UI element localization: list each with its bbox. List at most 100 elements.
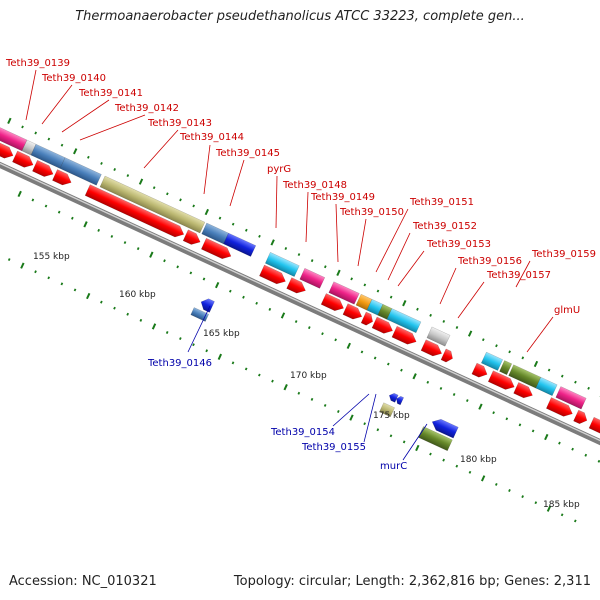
gene-block[interactable] bbox=[32, 159, 54, 177]
scale-tick bbox=[478, 403, 483, 410]
gene-block[interactable] bbox=[299, 267, 326, 289]
gene-block[interactable] bbox=[99, 175, 206, 234]
gene-block[interactable] bbox=[391, 325, 417, 345]
scale-tick bbox=[429, 452, 432, 456]
gene-label[interactable]: glmU bbox=[554, 305, 580, 316]
gene-label[interactable]: Teth39_0150 bbox=[339, 207, 404, 218]
scale-tick bbox=[214, 281, 220, 289]
gene-block[interactable] bbox=[52, 169, 72, 186]
gene-block[interactable] bbox=[573, 409, 588, 424]
leader-line bbox=[457, 281, 485, 319]
gene-label[interactable]: Teth39_0148 bbox=[282, 180, 347, 191]
scale-tick bbox=[34, 270, 37, 274]
gene-block[interactable] bbox=[513, 382, 533, 399]
leader-line bbox=[229, 159, 245, 207]
leader-line bbox=[397, 250, 425, 287]
scale-ticks bbox=[7, 117, 600, 523]
gene-label[interactable]: Teth39_0153 bbox=[426, 239, 491, 250]
scale-tick bbox=[271, 379, 274, 383]
gene-block[interactable] bbox=[59, 157, 102, 186]
scale-tick bbox=[297, 391, 301, 395]
gene-block[interactable] bbox=[545, 397, 573, 417]
scale-tick bbox=[310, 259, 314, 263]
gene-block[interactable] bbox=[499, 360, 513, 376]
gene-block[interactable] bbox=[480, 351, 504, 371]
scale-tick bbox=[376, 428, 380, 432]
gene-block[interactable] bbox=[286, 277, 306, 294]
gene-block[interactable] bbox=[320, 293, 344, 311]
gene-block[interactable] bbox=[360, 311, 373, 326]
gene-block[interactable] bbox=[588, 416, 600, 436]
gene-block[interactable] bbox=[417, 426, 453, 452]
gene-block[interactable] bbox=[431, 419, 459, 439]
gene-label[interactable]: Teth39_0159 bbox=[531, 249, 596, 260]
gene-block[interactable] bbox=[379, 402, 395, 418]
scale-tick bbox=[558, 441, 561, 445]
gene-block[interactable] bbox=[426, 326, 451, 347]
gene-block[interactable] bbox=[420, 339, 443, 357]
gene-label[interactable]: murC bbox=[380, 461, 407, 472]
leader-line bbox=[305, 191, 309, 243]
scale-tick bbox=[268, 307, 272, 311]
gene-block[interactable] bbox=[182, 229, 201, 245]
gene-label[interactable]: Teth39_0155 bbox=[301, 442, 366, 453]
gene-label[interactable]: Teth39_0139 bbox=[5, 58, 70, 69]
scale-tick bbox=[376, 289, 380, 293]
gene-block[interactable] bbox=[200, 298, 215, 313]
gene-label[interactable]: Teth39_0143 bbox=[147, 118, 212, 129]
gene-block[interactable] bbox=[535, 376, 558, 397]
gene-block[interactable] bbox=[471, 362, 488, 378]
gene-label[interactable]: Teth39_0152 bbox=[412, 221, 477, 232]
gene-block[interactable] bbox=[396, 395, 405, 406]
scale-tick bbox=[231, 222, 235, 226]
scale-tick bbox=[60, 143, 64, 147]
scale-tick bbox=[321, 332, 324, 336]
scale-label: 175 kbp bbox=[373, 411, 410, 421]
scale-tick bbox=[389, 295, 393, 299]
scale-tick bbox=[297, 253, 301, 257]
scale-tick bbox=[531, 429, 535, 433]
scale-tick bbox=[44, 204, 48, 208]
scale-tick bbox=[544, 433, 549, 441]
gene-block[interactable] bbox=[259, 264, 286, 285]
gene-block[interactable] bbox=[440, 348, 453, 363]
scale-tick bbox=[334, 338, 337, 342]
gene-label[interactable]: Teth39_0157 bbox=[486, 270, 551, 281]
gene-label[interactable]: Teth39_0151 bbox=[409, 197, 474, 208]
scale-tick bbox=[7, 117, 12, 125]
gene-label[interactable]: Teth39_0154 bbox=[270, 427, 335, 438]
scale-tick bbox=[192, 204, 195, 208]
scale-tick bbox=[73, 288, 77, 292]
gene-block[interactable] bbox=[386, 308, 422, 334]
gene-label[interactable]: Teth39_0140 bbox=[41, 73, 106, 84]
scale-tick bbox=[426, 380, 430, 384]
gene-label[interactable]: Teth39_0149 bbox=[310, 192, 375, 203]
scale-tick bbox=[217, 353, 223, 360]
gene-label[interactable]: Teth39_0144 bbox=[179, 132, 244, 143]
gene-label[interactable]: Teth39_0156 bbox=[457, 256, 522, 267]
scale-tick bbox=[412, 373, 417, 380]
gene-block[interactable] bbox=[555, 386, 587, 410]
gene-block[interactable] bbox=[328, 281, 360, 305]
scale-tick bbox=[337, 410, 340, 413]
scale-tick bbox=[389, 434, 393, 438]
gene-label[interactable]: Teth39_0141 bbox=[78, 88, 143, 99]
gene-block[interactable] bbox=[0, 139, 14, 159]
gene-label[interactable]: Teth39_0145 bbox=[215, 148, 280, 159]
gene-label[interactable]: Teth39_0142 bbox=[114, 103, 179, 114]
scale-tick bbox=[521, 495, 524, 499]
gene-block[interactable] bbox=[84, 184, 185, 238]
gene-block[interactable] bbox=[371, 316, 393, 334]
leader-line bbox=[332, 393, 370, 427]
gene-block[interactable] bbox=[12, 150, 34, 168]
gene-block[interactable] bbox=[264, 251, 300, 277]
gene-block[interactable] bbox=[487, 370, 515, 390]
scale-tick bbox=[47, 137, 51, 141]
scale-tick bbox=[47, 276, 51, 280]
gene-label[interactable]: pyrG bbox=[267, 164, 291, 175]
gene-block[interactable] bbox=[223, 232, 257, 257]
gene-label[interactable]: Teth39_0146 bbox=[147, 358, 212, 369]
scale-tick bbox=[467, 330, 473, 337]
gene-block[interactable] bbox=[342, 303, 363, 320]
gene-block[interactable] bbox=[200, 237, 232, 260]
